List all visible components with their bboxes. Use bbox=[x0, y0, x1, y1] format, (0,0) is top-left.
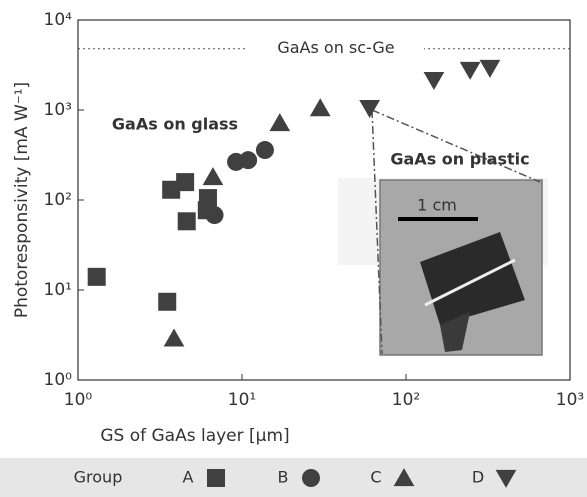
x-tick-label: 10² bbox=[392, 390, 420, 410]
marker-triangle-down bbox=[480, 60, 501, 78]
marker-triangle-down bbox=[460, 62, 481, 80]
y-tick-label: 10¹ bbox=[44, 280, 72, 300]
y-tick-label: 10⁴ bbox=[44, 10, 73, 30]
x-axis-label: GS of GaAs layer [μm] bbox=[100, 426, 289, 446]
x-tick-label: 10³ bbox=[556, 390, 584, 410]
chart: 1 cm GaAs on glass GaAs on plastic GS of… bbox=[0, 0, 587, 497]
marker-circle bbox=[256, 141, 274, 159]
marker-square bbox=[207, 469, 225, 487]
marker-square bbox=[158, 293, 176, 311]
marker-square bbox=[88, 268, 106, 286]
annotation: GaAs on glass bbox=[112, 115, 238, 134]
reference-label: GaAs on sc-Ge bbox=[277, 38, 394, 57]
marker-triangle-up bbox=[203, 167, 224, 185]
marker-circle bbox=[239, 151, 257, 169]
legend-label: A bbox=[183, 468, 194, 487]
scale-label: 1 cm bbox=[417, 196, 457, 215]
legend-title: Group bbox=[74, 468, 123, 487]
marker-triangle-up bbox=[164, 328, 185, 346]
legend-label: D bbox=[472, 468, 484, 487]
legend-label: C bbox=[370, 468, 381, 487]
marker-triangle-up bbox=[269, 113, 290, 131]
callout-line bbox=[372, 110, 540, 182]
marker-square bbox=[176, 173, 194, 191]
y-axis-label: Photoresponsivity [mA W⁻¹] bbox=[12, 82, 32, 318]
legend-label: B bbox=[278, 468, 289, 487]
x-tick-label: 10¹ bbox=[228, 390, 256, 410]
marker-circle bbox=[206, 206, 224, 224]
marker-triangle-down bbox=[359, 100, 380, 118]
y-tick-label: 10⁰ bbox=[44, 370, 73, 390]
x-tick-label: 10⁰ bbox=[64, 390, 93, 410]
marker-square bbox=[178, 212, 196, 230]
inset-photo: 1 cm bbox=[380, 180, 542, 355]
annotation: GaAs on plastic bbox=[390, 150, 529, 169]
marker-circle bbox=[302, 469, 320, 487]
y-tick-label: 10² bbox=[44, 190, 72, 210]
marker-triangle-down bbox=[424, 72, 445, 90]
marker-triangle-up bbox=[310, 98, 331, 116]
y-tick-label: 10³ bbox=[44, 100, 72, 120]
